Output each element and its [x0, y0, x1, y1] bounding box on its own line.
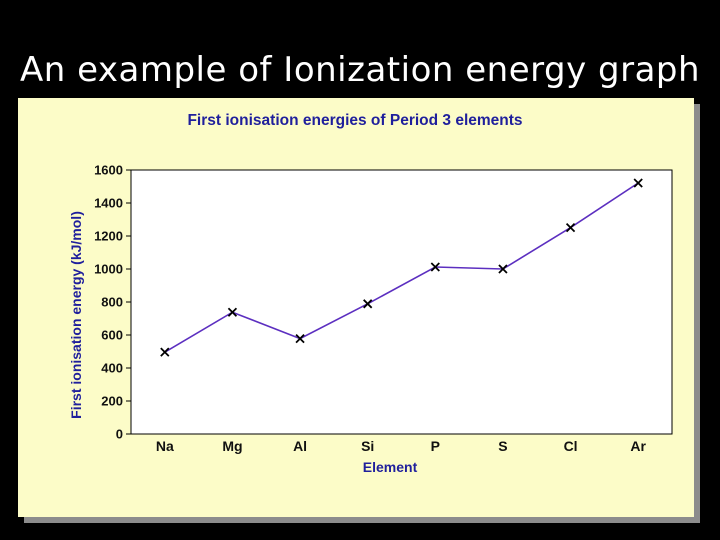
y-tick-label: 1400 — [94, 196, 123, 211]
data-point-marker — [160, 347, 170, 357]
data-point-marker — [363, 299, 373, 309]
y-tick-label: 0 — [116, 427, 123, 442]
y-tick-label: 800 — [101, 295, 123, 310]
data-point-marker — [295, 333, 305, 344]
y-tick-label: 200 — [101, 394, 123, 409]
y-tick-label: 600 — [101, 328, 123, 343]
data-point-marker — [498, 264, 508, 274]
x-tick-label: S — [498, 438, 507, 454]
y-axis-ticks: 0 200 400 600 800 1000 1200 1400 1600 — [94, 163, 131, 442]
data-point-marker — [633, 178, 643, 188]
x-tick-label: Cl — [564, 438, 578, 454]
x-tick-label: Ar — [630, 438, 646, 454]
data-point-marker — [430, 262, 440, 272]
x-axis-labels: Na Mg Al Si P S Cl Ar — [156, 438, 647, 454]
plot-area — [130, 169, 673, 435]
chart-title: First ionisation energies of Period 3 el… — [187, 112, 522, 129]
y-axis-label: First ionisation energy (kJ/mol) — [68, 211, 84, 419]
x-axis-label: Element — [363, 459, 418, 475]
data-point-marker — [565, 222, 576, 233]
series-line — [164, 182, 639, 353]
y-tick-label: 1600 — [94, 163, 123, 178]
data-point-marker — [227, 307, 238, 317]
ionisation-energy-chart: First ionisation energies of Period 3 el… — [68, 112, 673, 475]
x-tick-label: Al — [293, 438, 307, 454]
x-tick-label: Mg — [222, 438, 242, 454]
x-tick-label: Si — [361, 438, 374, 454]
x-tick-label: P — [431, 438, 440, 454]
y-tick-label: 400 — [101, 361, 123, 376]
chart-panel: First ionisation energies of Period 3 el… — [18, 98, 694, 517]
x-tick-label: Na — [156, 438, 174, 454]
y-tick-label: 1000 — [94, 262, 123, 277]
slide-title: An example of Ionization energy graph — [19, 50, 701, 90]
y-tick-label: 1200 — [94, 229, 123, 244]
series-layer — [160, 178, 643, 357]
